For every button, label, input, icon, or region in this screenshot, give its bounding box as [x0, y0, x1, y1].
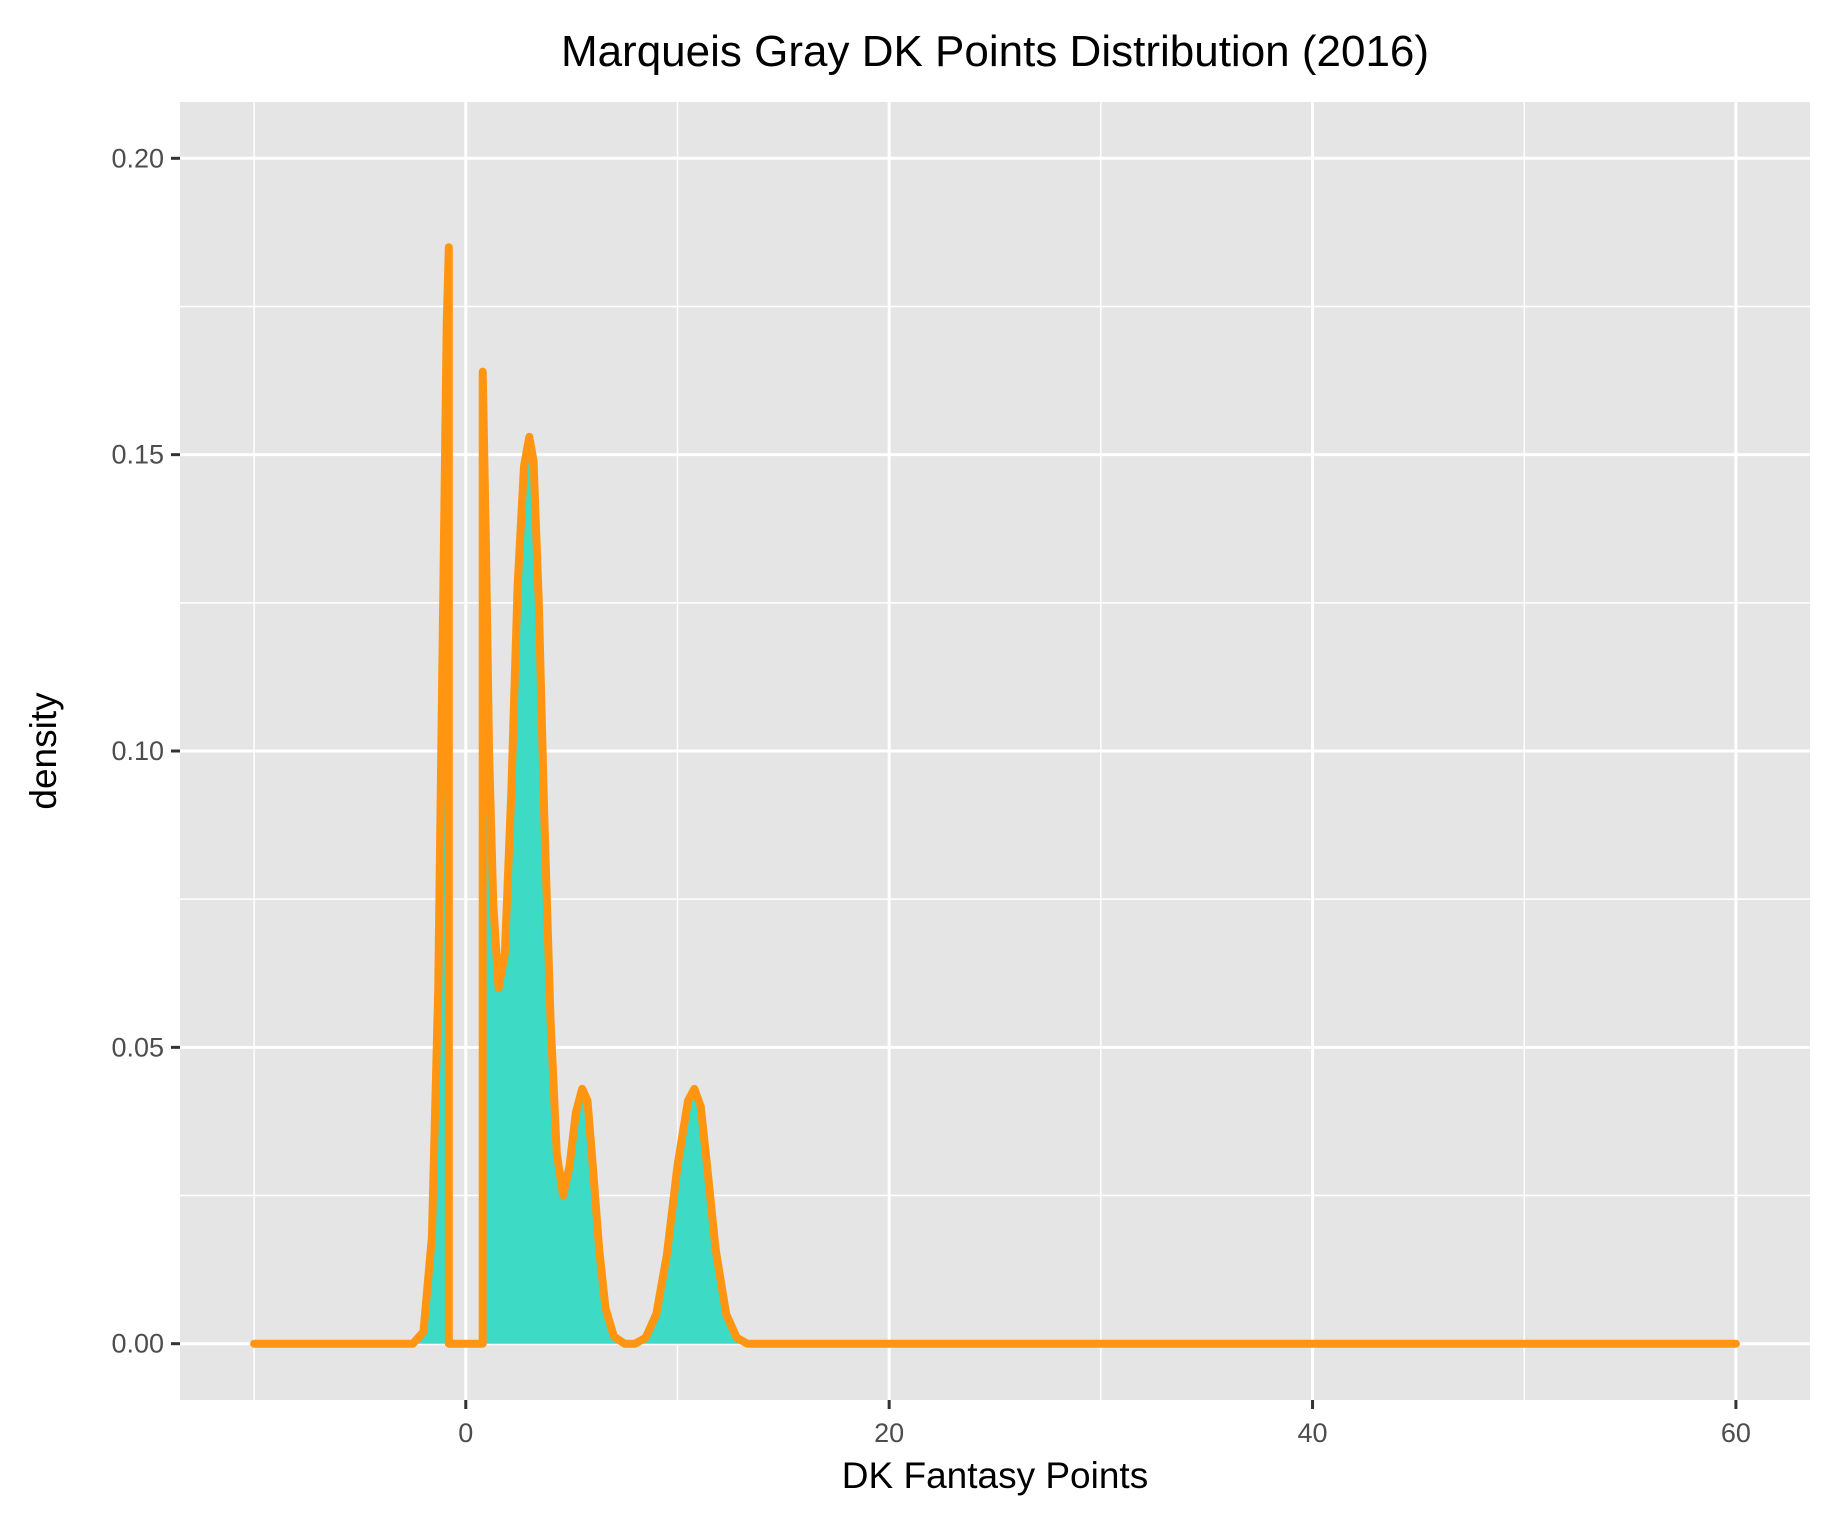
y-tick-label: 0.20	[111, 143, 164, 173]
x-axis-title: DK Fantasy Points	[842, 1455, 1148, 1496]
x-tick-label: 0	[458, 1418, 473, 1448]
density-curve-line	[250, 243, 1740, 1348]
y-axis-ticks: 0.00 0.05 0.10 0.15 0.20	[111, 143, 180, 1359]
y-tick-label: 0.15	[111, 440, 164, 470]
y-tick-label: 0.00	[111, 1329, 164, 1359]
x-tick-label: 40	[1298, 1418, 1328, 1448]
x-axis-ticks: 0 20 40 60	[458, 1400, 1751, 1448]
x-tick-label: 60	[1721, 1418, 1751, 1448]
chart-title: Marqueis Gray DK Points Distribution (20…	[561, 27, 1429, 76]
x-tick-label: 20	[874, 1418, 904, 1448]
y-axis-title: density	[23, 692, 64, 810]
y-tick-label: 0.10	[111, 736, 164, 766]
y-tick-label: 0.05	[111, 1032, 164, 1062]
